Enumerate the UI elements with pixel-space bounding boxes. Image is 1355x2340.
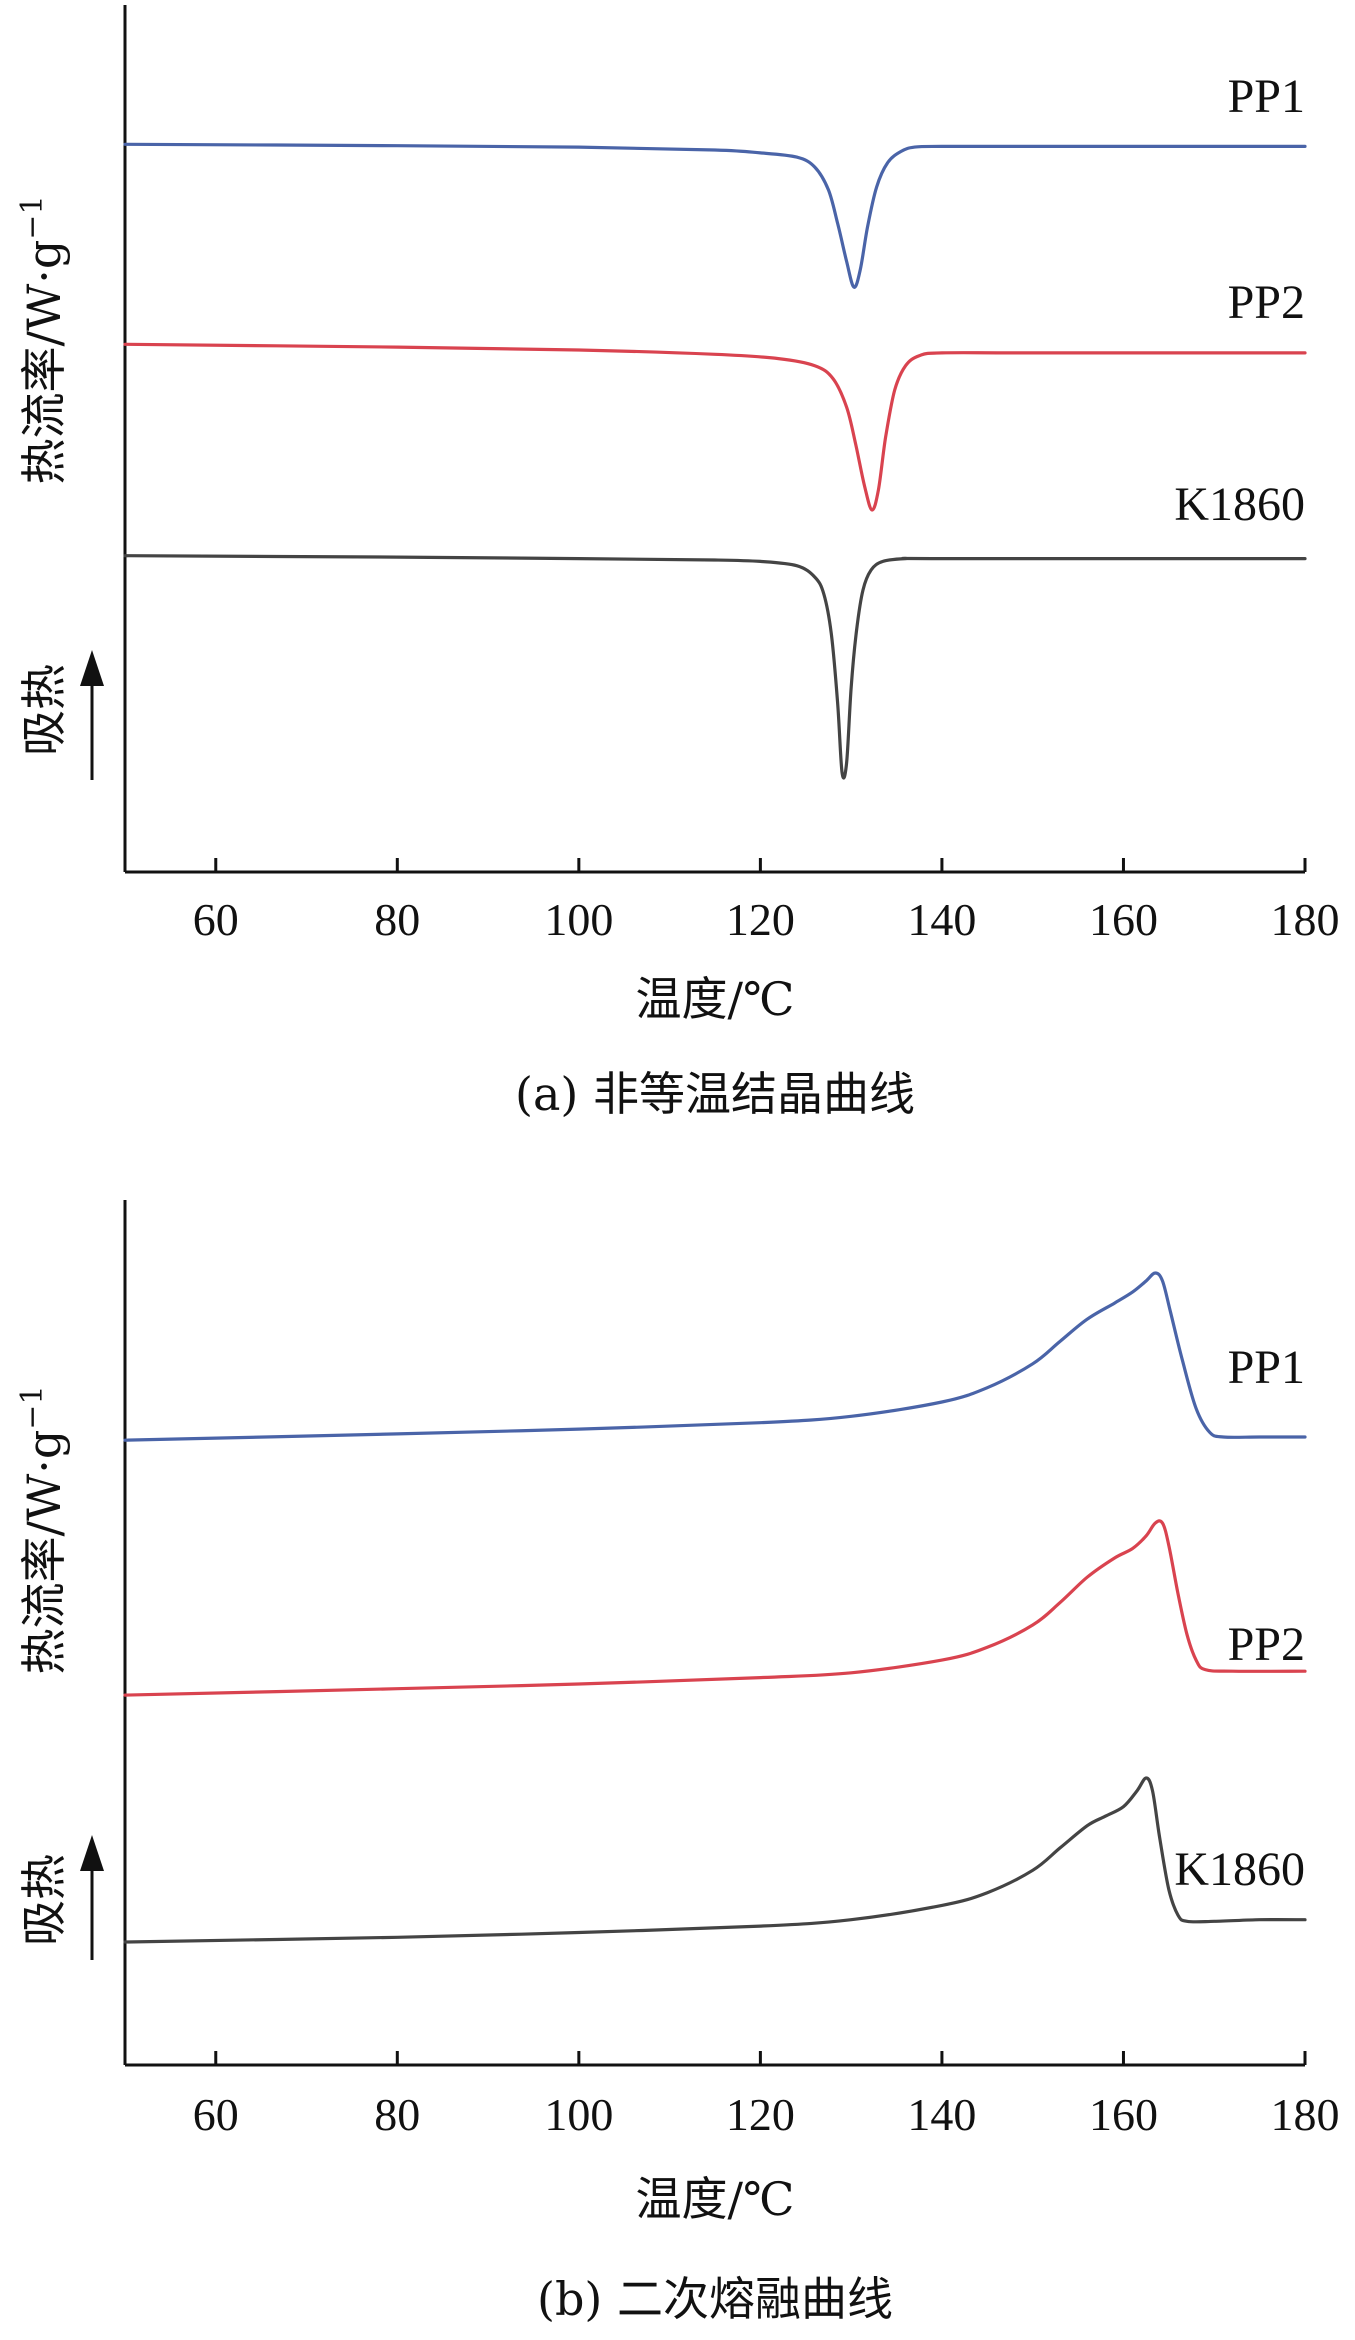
panel-b-series-label-pp1: PP1 (1228, 1341, 1305, 1394)
panel-b-x-tick-label-80: 80 (374, 2089, 420, 2140)
panel-a-x-axis-title: 温度/℃ (636, 972, 795, 1026)
panel-a-curves (123, 142, 1307, 780)
panel-b-x-tick-label-100: 100 (544, 2089, 613, 2140)
panel-b-x-tick-label-140: 140 (907, 2089, 976, 2140)
panel-b-x-tick-label-120: 120 (726, 2089, 795, 2140)
panel-a-x-ticks: 60 80 100 120 140 160 180 (193, 858, 1340, 945)
panel-b-x-tick-label-180: 180 (1271, 2089, 1340, 2140)
panel-b-curve-pp2 (123, 1519, 1307, 1697)
panel-a-x-tick-label-80: 80 (374, 894, 420, 945)
panel-b-endotherm-label: 吸热 (17, 1854, 71, 1946)
panel-b-endotherm-arrow-icon (80, 1835, 104, 1960)
panel-a-series-label-pp1: PP1 (1228, 70, 1305, 123)
panel-a-curve-pp1 (123, 142, 1307, 289)
panel-b-curves (123, 1271, 1307, 1944)
panel-a-curve-k1860 (123, 554, 1307, 780)
panel-a-nonisothermal-crystallization: 60 80 100 120 140 160 180 PP1 PP2 K1860 热流率/W·g−… (15, 5, 1340, 1121)
panel-b-x-tick-label-160: 160 (1089, 2089, 1158, 2140)
panel-b-x-tick-label-60: 60 (193, 2089, 239, 2140)
panel-a-x-tick-label-140: 140 (907, 894, 976, 945)
panel-b-y-axis-title: 热流率/W·g−1 (15, 1385, 71, 1674)
panel-b-x-axis-title: 温度/℃ (636, 2172, 795, 2226)
panel-a-x-tick-label-120: 120 (726, 894, 795, 945)
panel-a-series-label-k1860: K1860 (1174, 478, 1305, 531)
panel-b-x-ticks: 60 80 100 120 140 160 180 (193, 2051, 1340, 2140)
panel-a-x-tick-label-180: 180 (1271, 894, 1340, 945)
panel-a-caption: (a) 非等温结晶曲线 (515, 1067, 915, 1121)
panel-b-curve-k1860 (123, 1776, 1307, 1944)
panel-a-curve-pp2 (123, 342, 1307, 512)
panel-a-x-tick-label-100: 100 (544, 894, 613, 945)
panel-b-series-label-pp2: PP2 (1228, 1618, 1305, 1671)
panel-a-x-tick-label-160: 160 (1089, 894, 1158, 945)
panel-a-endotherm-arrow-icon (80, 650, 104, 780)
panel-b-caption: (b) 二次熔融曲线 (537, 2272, 893, 2326)
panel-b-series-labels: PP1 PP2 K1860 (1174, 1341, 1305, 1896)
panel-b-curve-pp1 (123, 1271, 1307, 1442)
panel-a-endotherm-label: 吸热 (17, 664, 71, 756)
panel-a-series-label-pp2: PP2 (1228, 276, 1305, 329)
panel-b-second-melting: 60 80 100 120 140 160 180 PP1 PP2 K1860 热流率/W·g−… (15, 1200, 1340, 2326)
panel-a-series-labels: PP1 PP2 K1860 (1174, 70, 1305, 531)
panel-b-series-label-k1860: K1860 (1174, 1843, 1305, 1896)
panel-a-y-axis-title: 热流率/W·g−1 (15, 195, 71, 484)
panel-a-x-tick-label-60: 60 (193, 894, 239, 945)
